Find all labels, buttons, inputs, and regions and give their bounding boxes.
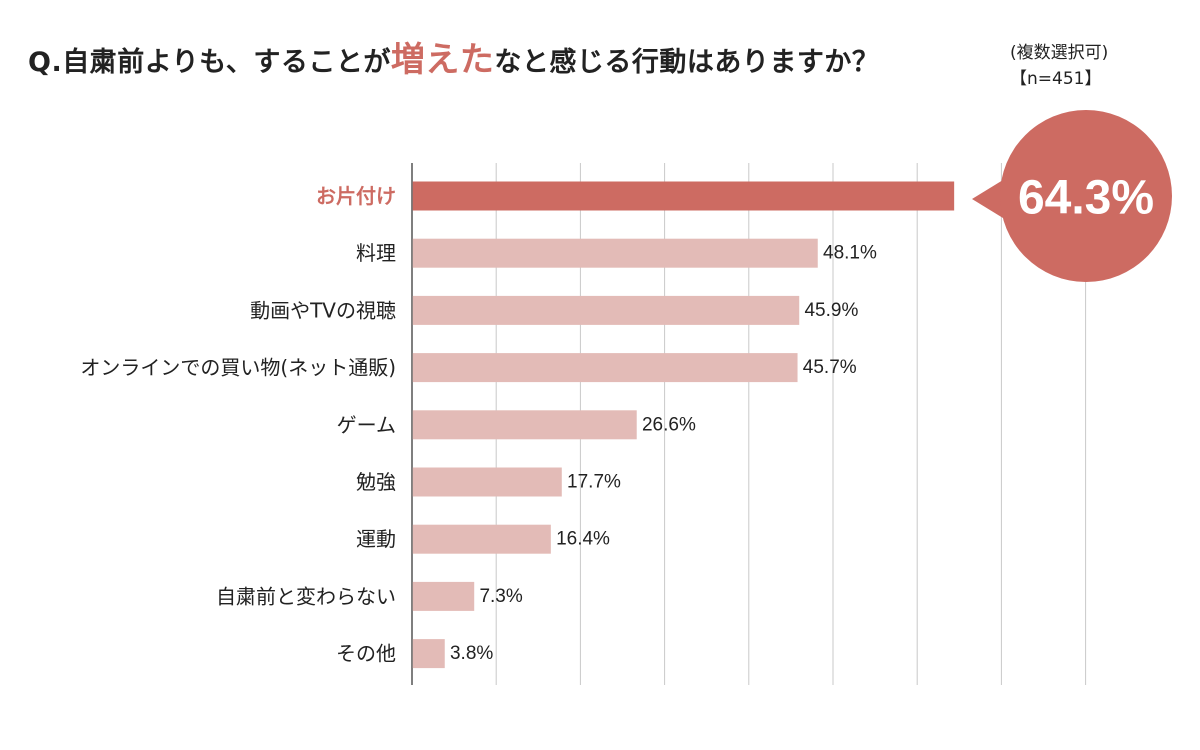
bar xyxy=(412,581,475,611)
title-after: なと感じる行動はありますか？ xyxy=(494,47,880,78)
value-label: 48.1% xyxy=(823,243,877,264)
chart-note: (複数選択可) 【n=451】 xyxy=(1010,40,1170,92)
sample-size: 【n=451】 xyxy=(1010,69,1102,89)
category-label: オンラインでの買い物(ネット通販) xyxy=(80,356,396,380)
highlight-callout: 64.3% xyxy=(972,110,1172,282)
bar xyxy=(412,524,551,554)
bar xyxy=(412,181,955,211)
selection-note: (複数選択可) xyxy=(1010,43,1109,63)
value-label: 16.4% xyxy=(556,529,610,550)
category-label: 動画やTVの視聴 xyxy=(250,298,396,322)
value-label: 3.8% xyxy=(450,643,493,664)
category-label: その他 xyxy=(336,642,396,666)
callout-bubble xyxy=(1000,110,1172,282)
category-label: 運動 xyxy=(356,527,396,551)
title-accent: 増えた xyxy=(390,40,495,80)
value-label: 45.9% xyxy=(804,300,858,321)
callout-value: 64.3% xyxy=(1018,172,1154,225)
bar xyxy=(412,467,562,497)
value-label: 26.6% xyxy=(642,414,696,435)
bar xyxy=(412,639,445,669)
category-label: ゲーム xyxy=(337,413,396,437)
callout-pointer xyxy=(972,180,1003,218)
category-label: 勉強 xyxy=(356,470,396,494)
value-label: 45.7% xyxy=(803,357,857,378)
category-label: 料理 xyxy=(356,241,396,265)
value-label: 17.7% xyxy=(567,472,621,493)
value-labels: 48.1% 45.9% 45.7% 26.6% 17.7% 16.4% 7.3% 3.8% xyxy=(450,243,877,664)
category-label: お片付け xyxy=(316,184,396,208)
bar xyxy=(412,295,800,325)
title-before: Q.自粛前よりも、することが xyxy=(28,47,391,78)
bar xyxy=(412,410,637,440)
chart-title: Q.自粛前よりも、することが増えたなと感じる行動はありますか？ xyxy=(28,30,1028,90)
bar xyxy=(412,238,818,268)
category-label: 自粛前と変わらない xyxy=(216,584,396,608)
bars xyxy=(412,181,955,669)
value-label: 7.3% xyxy=(479,586,522,607)
bar xyxy=(412,353,798,383)
